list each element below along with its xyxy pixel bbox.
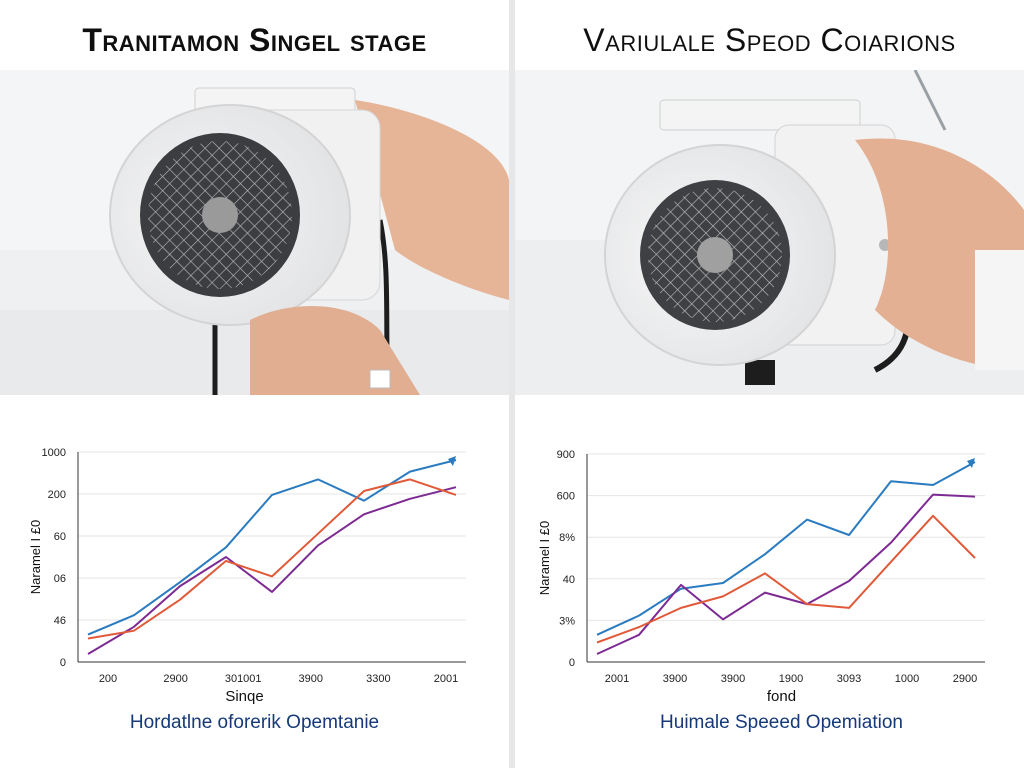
left-chart-trend-arrowhead <box>448 456 456 466</box>
left-chart-x-tick-label: 301001 <box>225 673 262 685</box>
left-chart-svg: 1000 200 60 06 46 0 200 2900 301001 3900 3300 2001 N… <box>28 447 466 685</box>
left-title: Tranitamon Singel stage <box>82 22 427 58</box>
left-chart-series-line-1 <box>87 459 457 636</box>
left-chart-y-tick-label: 200 <box>48 489 66 501</box>
right-title: Variulale Speod Coiarions <box>583 22 956 58</box>
right-chart-y-tick-label: 8% <box>559 532 575 544</box>
left-chart-series-line-2 <box>87 486 457 655</box>
left-chart-x-tick-label: 2001 <box>434 673 458 685</box>
left-chart-y-tick-label: 60 <box>54 531 66 543</box>
right-chart-y-axis-label: Naramel I £0 <box>537 521 552 595</box>
right-chart-x-tick-label: 1000 <box>895 673 919 685</box>
right-panel: Variulale Speod Coiarions <box>515 0 1024 768</box>
right-chart: 900 600 8% 40 3% 0 2001 3900 3900 1900 3093 1000 290… <box>515 430 1024 690</box>
left-caption: Hordatlne oforerik Opemtanie <box>129 712 380 733</box>
panel-divider <box>509 0 515 768</box>
right-chart-series-line-1 <box>596 461 976 636</box>
left-chart-x-tick-label: 3300 <box>366 673 390 685</box>
right-chart-x-tick-label: 2001 <box>605 673 629 685</box>
right-chart-x-tick-label: 3093 <box>837 673 861 685</box>
left-chart-y-tick-label: 06 <box>54 573 66 585</box>
right-chart-y-tick-label: 900 <box>557 449 575 461</box>
right-chart-series-line-3 <box>596 514 976 644</box>
single-stage-fan-image <box>0 70 509 395</box>
right-x-axis-label: fond <box>766 688 797 705</box>
right-chart-trend-arrowhead <box>967 458 975 468</box>
left-chart-y-tick-label: 1000 <box>42 447 66 459</box>
right-chart-x-tick-label: 1900 <box>779 673 803 685</box>
right-chart-svg: 900 600 8% 40 3% 0 2001 3900 3900 1900 3093 1000 290… <box>537 449 985 685</box>
left-chart-series-line-3 <box>87 478 457 640</box>
right-chart-y-tick-label: 600 <box>557 491 575 503</box>
variable-speed-fan-image <box>515 70 1024 395</box>
right-chart-y-tick-label: 40 <box>563 574 575 586</box>
left-chart-x-tick-label: 2900 <box>163 673 187 685</box>
left-product-photo <box>0 70 509 395</box>
right-caption: Huimale Speeed Opemiation <box>660 712 903 733</box>
left-chart-x-tick-label: 200 <box>99 673 117 685</box>
left-chart-y-axis-label: Naramel I £0 <box>28 520 43 594</box>
right-chart-y-tick-label: 3% <box>559 615 575 627</box>
right-chart-x-tick-label: 3900 <box>663 673 687 685</box>
left-chart-y-tick-label: 46 <box>54 615 66 627</box>
right-chart-x-tick-label: 3900 <box>721 673 745 685</box>
right-chart-y-tick-label: 0 <box>569 657 575 669</box>
right-chart-x-tick-label: 2900 <box>953 673 977 685</box>
left-chart-y-tick-label: 0 <box>60 657 66 669</box>
left-panel: Tranitamon Singel stage <box>0 0 509 768</box>
right-chart-series-line-2 <box>596 493 976 655</box>
left-chart-x-tick-label: 3900 <box>299 673 323 685</box>
left-chart: 1000 200 60 06 46 0 200 2900 301001 3900 3300 2001 N… <box>0 430 509 690</box>
left-x-axis-label: Sinqe <box>225 688 264 705</box>
right-product-photo <box>515 70 1024 395</box>
